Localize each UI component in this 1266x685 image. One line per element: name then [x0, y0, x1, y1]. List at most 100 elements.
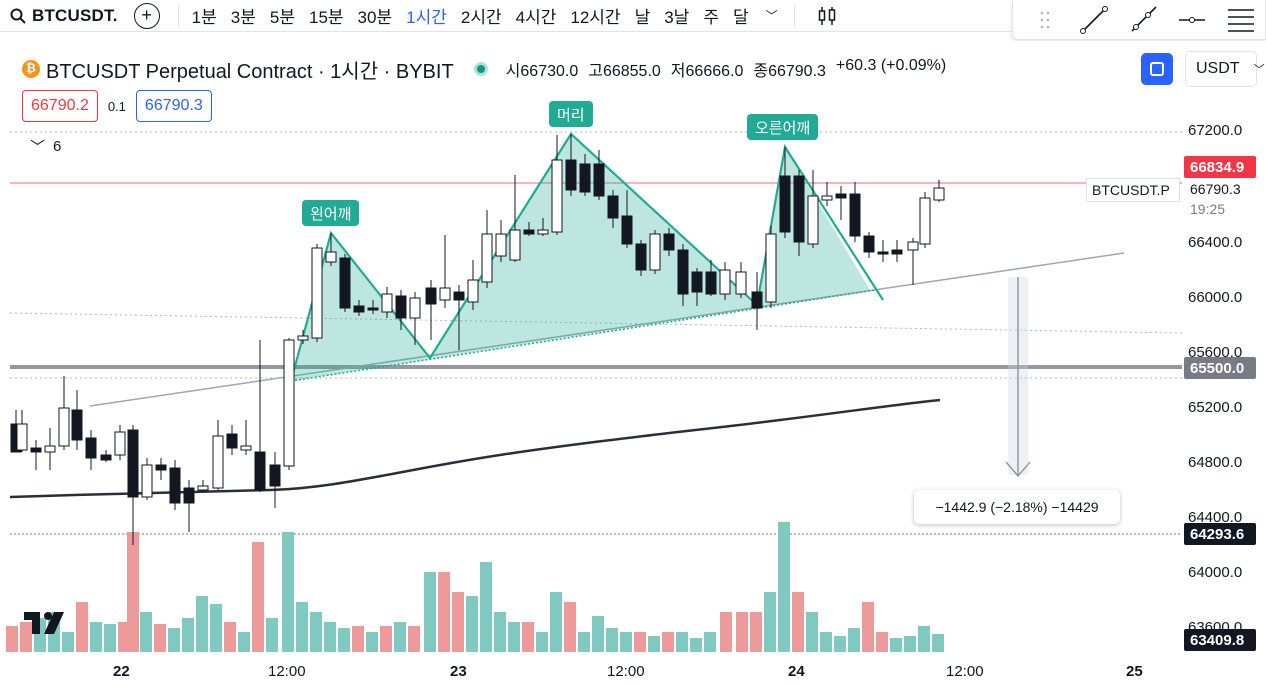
- candle-body: [705, 271, 717, 295]
- tradingview-logo[interactable]: [24, 610, 70, 641]
- volume-bar: [104, 624, 116, 652]
- drag-handle-icon[interactable]: [1021, 2, 1070, 38]
- volume-bar: [806, 612, 818, 652]
- price-tag-tag_high: 66834.9: [1184, 156, 1256, 178]
- horizontal-ray-tool-icon[interactable]: [1167, 2, 1216, 38]
- chevron-down-icon[interactable]: ﹀: [765, 9, 778, 23]
- volume-bar: [62, 632, 74, 652]
- interval-12[interactable]: 달: [732, 8, 749, 27]
- indicators-toggle[interactable]: ﹀ 6: [30, 136, 61, 157]
- interval-5[interactable]: 1시간: [406, 8, 447, 27]
- candle-body: [85, 437, 97, 459]
- spread-value: 0.1: [107, 98, 126, 114]
- volume-bar: [196, 596, 208, 652]
- interval-10[interactable]: 3날: [664, 8, 690, 27]
- volume-bar: [480, 562, 492, 652]
- candle-body: [339, 257, 351, 309]
- sell-button[interactable]: 66790.2: [22, 90, 98, 122]
- volume-bar: [662, 632, 674, 652]
- close-value: 종66790.3: [753, 63, 826, 80]
- measure-tooltip: −1442.9 (−2.18%) −14429: [914, 490, 1120, 524]
- volume-bar: [6, 626, 18, 652]
- volume-bar: [324, 622, 336, 652]
- candle-body: [779, 175, 791, 233]
- interval-2[interactable]: 5분: [269, 8, 295, 27]
- symbol-search[interactable]: BTCUSDT.: [0, 0, 130, 32]
- buy-button[interactable]: 66790.3: [135, 90, 212, 122]
- price-axis-label: 64800.0: [1188, 454, 1243, 471]
- volume-bar: [792, 592, 804, 652]
- candle-body: [155, 464, 167, 471]
- fullscreen-button[interactable]: [1141, 53, 1173, 85]
- candle-body: [226, 433, 238, 449]
- volume-bar: [210, 604, 222, 652]
- volume-bar: [778, 522, 790, 652]
- volume-bar: [862, 602, 874, 652]
- candle-body: [169, 467, 181, 504]
- trend-line-tool-icon[interactable]: [1070, 2, 1119, 38]
- ohlc-values: 시66730.0 고66855.0 저66666.0 종66790.3 +60.…: [506, 57, 947, 81]
- candle-body: [719, 269, 731, 295]
- indicators-count: 6: [53, 138, 62, 155]
- head-label[interactable]: 머리: [549, 101, 593, 127]
- interval-4[interactable]: 30분: [357, 8, 393, 27]
- bitcoin-icon: [22, 60, 40, 78]
- interval-8[interactable]: 12시간: [570, 8, 621, 27]
- interval-6[interactable]: 2시간: [460, 8, 502, 27]
- candle-body: [793, 175, 805, 243]
- candle-body: [849, 193, 861, 237]
- candle-body: [453, 291, 465, 301]
- chart-canvas[interactable]: [0, 41, 1183, 661]
- right-shoulder-label[interactable]: 오른어깨: [747, 114, 819, 140]
- price-tag-tag_low2: 63409.8: [1184, 629, 1256, 651]
- volume-bar: [634, 632, 646, 652]
- fib-tool-icon[interactable]: [1216, 2, 1265, 38]
- candlestick-icon[interactable]: [815, 4, 839, 28]
- open-value: 시66730.0: [505, 63, 579, 80]
- interval-3[interactable]: 15분: [308, 8, 344, 27]
- volume-bar: [690, 638, 702, 652]
- currency-select[interactable]: USDT ﹀: [1185, 51, 1265, 87]
- volume-bar: [224, 622, 236, 652]
- candle-body: [891, 249, 903, 255]
- price-axis-label: 64000.0: [1188, 564, 1243, 581]
- plus-icon: +: [141, 5, 152, 25]
- volume-bar: [394, 622, 406, 652]
- volume-bar: [494, 612, 506, 652]
- compare-add-button[interactable]: +: [133, 2, 160, 29]
- volume-bar: [736, 612, 748, 652]
- ray-tool-icon[interactable]: [1119, 2, 1168, 38]
- market-status-icon[interactable]: [473, 62, 488, 76]
- candle-body: [751, 291, 763, 309]
- interval-7[interactable]: 4시간: [515, 8, 557, 27]
- left-shoulder-label[interactable]: 왼어깨: [302, 200, 360, 226]
- interval-0[interactable]: 1분: [191, 8, 217, 27]
- price-axis-label: 65600.0: [1188, 344, 1243, 361]
- volume-bar: [408, 626, 420, 652]
- legend-title[interactable]: BTCUSDT Perpetual Contract · 1시간 · BYBIT: [46, 60, 454, 83]
- price-axis[interactable]: 67200.0 66400.0 66000.0 65600.0 65200.0 64800…: [1182, 41, 1266, 661]
- time-axis[interactable]: 22 12:00 23 12:00 24 12:00 25: [0, 658, 1266, 685]
- fullscreen-icon: [1150, 62, 1164, 76]
- candle-body: [425, 287, 437, 305]
- interval-11[interactable]: 주: [703, 8, 719, 27]
- volume-bar: [452, 592, 464, 652]
- time-axis-label: 22: [113, 663, 130, 680]
- price-axis-label: 67200.0: [1188, 122, 1243, 139]
- candle-body: [58, 407, 70, 447]
- price-tag-tag_low1: 64293.6: [1184, 523, 1256, 545]
- currency-value: USDT: [1196, 60, 1240, 77]
- chart-pane[interactable]: [0, 41, 1183, 661]
- interval-1[interactable]: 3분: [230, 8, 256, 27]
- bar-countdown: 19:25: [1190, 201, 1226, 217]
- candle-body: [16, 423, 28, 451]
- volume-bar: [932, 634, 944, 652]
- candle-body: [240, 445, 252, 451]
- volume-bar: [564, 602, 576, 652]
- volume-bar: [20, 622, 32, 652]
- candle-body: [297, 335, 309, 341]
- candle-body: [353, 305, 365, 313]
- candle-body: [183, 487, 195, 504]
- time-axis-label: 12:00: [607, 663, 645, 680]
- interval-9[interactable]: 날: [634, 8, 651, 27]
